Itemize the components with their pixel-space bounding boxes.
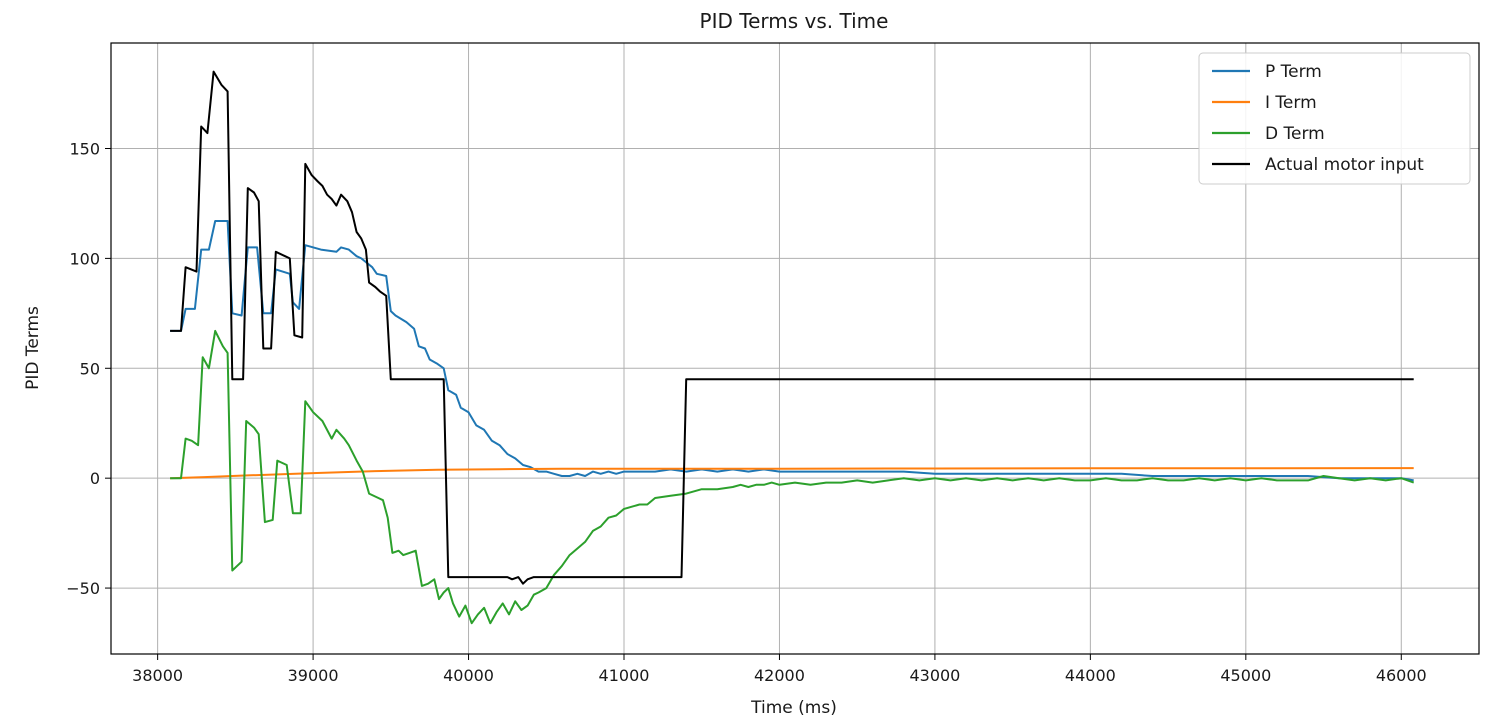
series-line-2 xyxy=(170,329,1415,625)
chart-title: PID Terms vs. Time xyxy=(700,9,889,33)
y-tick-label: 100 xyxy=(69,249,100,268)
x-axis-label: Time (ms) xyxy=(750,698,837,718)
series-line-1 xyxy=(170,467,1414,480)
x-tick-label: 42000 xyxy=(754,666,805,685)
legend-label: D Term xyxy=(1265,124,1325,144)
legend: P Term I Term D Term Actual motor input xyxy=(1198,52,1471,185)
y-tick-label: 0 xyxy=(90,469,100,488)
x-tick-label: 39000 xyxy=(288,666,339,685)
x-tick-label: 40000 xyxy=(443,666,494,685)
plot-frame xyxy=(110,42,1480,655)
legend-box xyxy=(1198,52,1471,185)
y-axis-ticks: −50 0 50 100 150 xyxy=(66,139,111,598)
x-tick-label: 43000 xyxy=(909,666,960,685)
y-axis-label: PID Terms xyxy=(23,306,43,390)
x-tick-label: 41000 xyxy=(599,666,650,685)
y-tick-label: 150 xyxy=(69,139,100,158)
y-tick-label: 50 xyxy=(80,359,100,378)
legend-label: P Term xyxy=(1265,62,1322,82)
x-tick-label: 38000 xyxy=(132,666,183,685)
legend-label: I Term xyxy=(1265,93,1317,113)
x-tick-label: 44000 xyxy=(1065,666,1116,685)
x-tick-label: 45000 xyxy=(1220,666,1271,685)
x-tick-label: 46000 xyxy=(1376,666,1427,685)
legend-label: Actual motor input xyxy=(1265,155,1424,175)
x-axis-ticks: 38000 39000 40000 41000 42000 43000 44000 45000… xyxy=(132,654,1427,685)
series-lines xyxy=(170,70,1415,625)
y-tick-label: −50 xyxy=(66,579,100,598)
series-line-0 xyxy=(170,220,1414,482)
series-line-3 xyxy=(170,70,1414,585)
